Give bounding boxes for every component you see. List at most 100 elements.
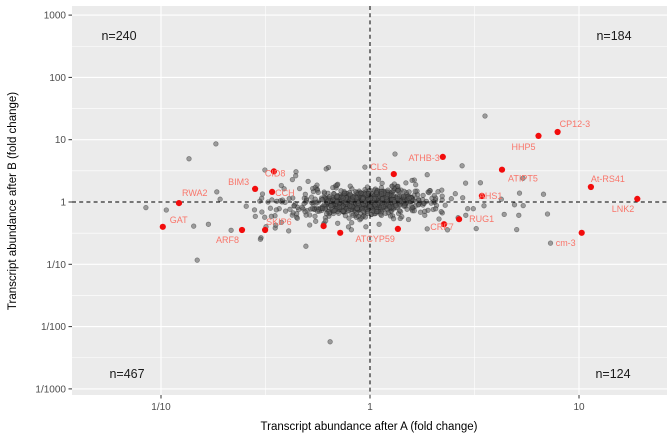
data-point (354, 205, 360, 211)
data-point (281, 186, 287, 192)
count-bottom-right: n=124 (595, 367, 630, 381)
data-point (391, 181, 398, 187)
point-label-ATHB-3: ATHB-3 (408, 153, 439, 163)
point-label-RUG1: RUG1 (469, 214, 494, 224)
data-point (330, 184, 336, 191)
data-point (286, 228, 292, 234)
point-label-CCH: CCH (275, 188, 295, 198)
data-point (347, 183, 353, 189)
data-point (401, 202, 408, 208)
data-point (394, 195, 401, 202)
data-point (307, 222, 313, 228)
data-point (309, 200, 315, 206)
data-point (511, 202, 518, 208)
data-point (286, 195, 292, 202)
data-point (278, 182, 284, 189)
data-point (364, 210, 371, 217)
data-point (423, 198, 430, 205)
highlight-point-CRF7 (440, 221, 448, 228)
data-point (323, 218, 329, 224)
data-point (384, 191, 391, 198)
data-point (417, 209, 424, 215)
data-point (252, 213, 258, 220)
data-point (373, 189, 380, 196)
data-point (267, 205, 274, 211)
data-point (259, 209, 265, 215)
y-tick-label: 1000 (44, 11, 67, 22)
data-point (358, 215, 364, 222)
point-label-ARF8: ARF8 (216, 235, 239, 245)
data-point (409, 204, 415, 211)
data-point (375, 176, 382, 182)
data-point (463, 212, 469, 218)
data-point (377, 211, 384, 217)
data-point (481, 203, 487, 209)
data-point (186, 156, 192, 162)
data-point (331, 208, 337, 214)
data-point (372, 202, 378, 208)
data-point (262, 167, 268, 173)
point-label-LNK2: LNK2 (612, 204, 635, 214)
data-point (323, 166, 329, 172)
data-point (262, 214, 268, 220)
data-point (386, 204, 393, 210)
data-point (431, 192, 437, 199)
data-point (415, 202, 422, 208)
data-point (444, 227, 451, 233)
data-point (460, 195, 466, 201)
x-tick-label: 10 (573, 402, 585, 413)
point-label-CLS: CLS (370, 162, 388, 172)
data-point (340, 195, 346, 201)
data-point (312, 196, 318, 202)
data-point (390, 192, 396, 198)
data-point (294, 215, 300, 221)
data-point (213, 141, 219, 147)
data-point (308, 194, 315, 200)
data-point (327, 339, 333, 345)
data-point (314, 182, 320, 188)
data-point (346, 215, 352, 221)
data-point (348, 227, 355, 233)
data-point (397, 215, 403, 222)
data-point (347, 191, 353, 197)
data-point (424, 172, 430, 178)
data-point (412, 188, 418, 194)
data-point (257, 236, 264, 242)
data-point (433, 206, 439, 212)
data-point (191, 223, 197, 229)
data-point (334, 193, 340, 199)
data-point (438, 208, 444, 215)
data-point (163, 207, 169, 213)
data-point (293, 173, 299, 179)
data-point (547, 240, 554, 246)
data-point (305, 178, 311, 185)
data-point (436, 216, 442, 222)
data-point (540, 191, 547, 197)
data-point (355, 200, 362, 206)
highlight-point-cm-3 (578, 229, 585, 236)
data-point (395, 183, 401, 189)
data-point (401, 188, 407, 194)
y-tick-label: 10 (55, 135, 67, 146)
data-point (321, 189, 327, 195)
point-label-CRF7: CRF7 (430, 222, 454, 232)
data-point (315, 189, 321, 196)
data-point (442, 202, 448, 208)
data-point (413, 182, 419, 188)
data-point (516, 190, 523, 196)
highlight-point (320, 223, 327, 230)
data-point (228, 227, 234, 233)
data-point (302, 191, 308, 197)
highlight-point-ATHB-3 (439, 153, 446, 160)
data-point (482, 113, 488, 119)
data-point (376, 221, 382, 227)
data-point (520, 202, 526, 209)
data-point (291, 202, 297, 209)
x-axis-title: Transcript abundance after A (fold chang… (261, 421, 478, 433)
highlight-point-HHP5 (535, 132, 542, 139)
data-point (473, 225, 479, 232)
data-point (259, 195, 265, 201)
data-point (405, 216, 412, 223)
x-tick-label: 1/10 (151, 402, 171, 413)
